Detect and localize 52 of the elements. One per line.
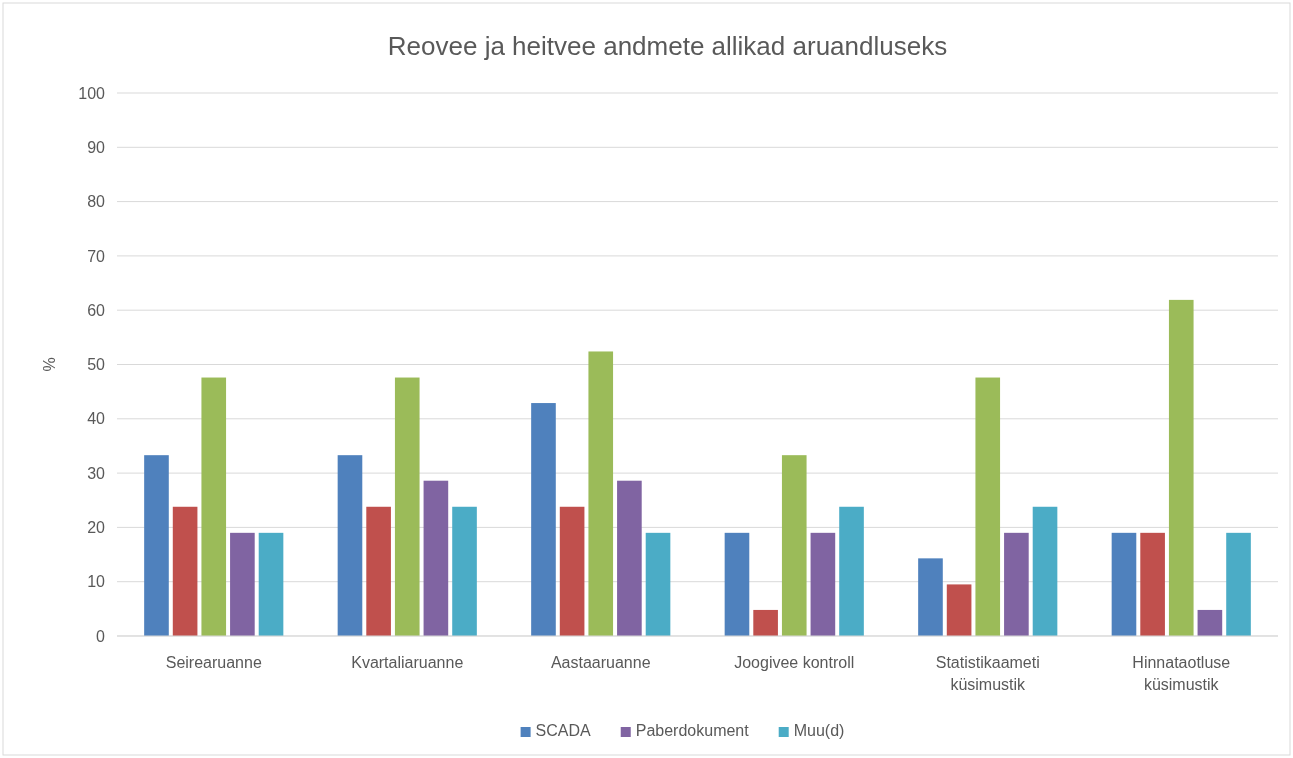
bar (258, 532, 284, 636)
bar (144, 455, 169, 636)
y-tick-label: 20 (87, 519, 106, 537)
y-tick-label: 10 (87, 573, 106, 591)
x-tick-label: Seirearuanne (165, 654, 262, 671)
y-axis-title: % (41, 357, 58, 372)
bar (423, 480, 449, 636)
y-tick-label: 0 (96, 627, 106, 645)
bar (1140, 532, 1165, 636)
bar (1004, 532, 1029, 636)
chart-title: Reovee ja heitvee andmete allikad aruandluseks (387, 31, 948, 61)
bar (337, 455, 363, 636)
bar (531, 403, 556, 636)
bar (946, 584, 972, 636)
bar (753, 609, 778, 636)
bar (366, 506, 391, 636)
y-tick-label: 90 (87, 138, 106, 156)
bar (201, 377, 227, 636)
bar (172, 506, 198, 636)
x-tick-label: Kvartaliaruanne (351, 654, 464, 671)
bar (724, 532, 750, 636)
bar (230, 532, 255, 636)
x-tick-label: Joogivee kontroll (734, 654, 855, 671)
bar (839, 506, 864, 636)
legend-label: SCADA (535, 722, 592, 739)
bar (1226, 532, 1251, 636)
bar (975, 377, 1001, 636)
x-tick-label: Statistikaameti küsimustik (935, 654, 1040, 693)
bar (1032, 506, 1058, 636)
legend-label: Muu(d) (793, 722, 845, 739)
x-tick-label: Aastaaruanne (550, 654, 651, 671)
y-tick-label: 100 (78, 84, 106, 102)
bar (1168, 299, 1194, 636)
bar (394, 377, 420, 636)
bar (617, 480, 642, 636)
bar (452, 506, 477, 636)
bar (645, 532, 671, 636)
y-tick-label: 50 (87, 356, 106, 374)
bar (810, 532, 836, 636)
y-tick-label: 80 (87, 193, 106, 211)
y-tick-label: 70 (87, 247, 106, 265)
bar (588, 351, 614, 636)
y-tick-label: 30 (87, 464, 106, 482)
y-tick-label: 40 (87, 410, 106, 428)
bar (1197, 609, 1223, 636)
bar (559, 506, 585, 636)
bar (918, 558, 943, 636)
bar (1111, 532, 1137, 636)
y-tick-label: 60 (87, 301, 106, 319)
x-tick-label: Hinnataotluse küsimustik (1132, 654, 1231, 693)
bar (781, 455, 807, 636)
legend-label: Paberdokument (635, 722, 750, 739)
